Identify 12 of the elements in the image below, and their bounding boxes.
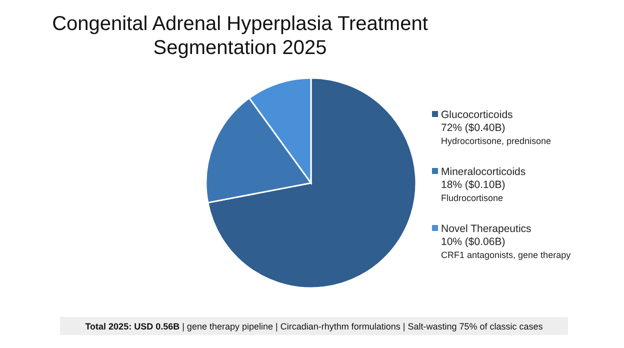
text: Fludrocortisone [441,193,504,203]
chart-title: Congenital Adrenal Hyperplasia Treatment Segmentation 2025 [52,13,428,59]
legend-label: Glucocorticoids [441,109,513,121]
legend-label: Novel Therapeutics [441,223,532,235]
text: Total 2025: USD 0.56B | gene therapy pipeline | Circadian-rhythm formulations | Salt-wasting 75% of classic cases [85,322,544,332]
text: CRF1 antagonists, gene therapy [441,250,572,260]
text: Hydrocortisone, prednisone [441,136,552,146]
legend-label: Mineralocorticoids [441,166,526,178]
data-label: 18% ($0.10B) [441,179,506,191]
data-label: 72% ($0.40B) [441,122,506,134]
pie-slice [207,77,417,289]
data-label: 10% ($0.06B) [441,236,506,248]
